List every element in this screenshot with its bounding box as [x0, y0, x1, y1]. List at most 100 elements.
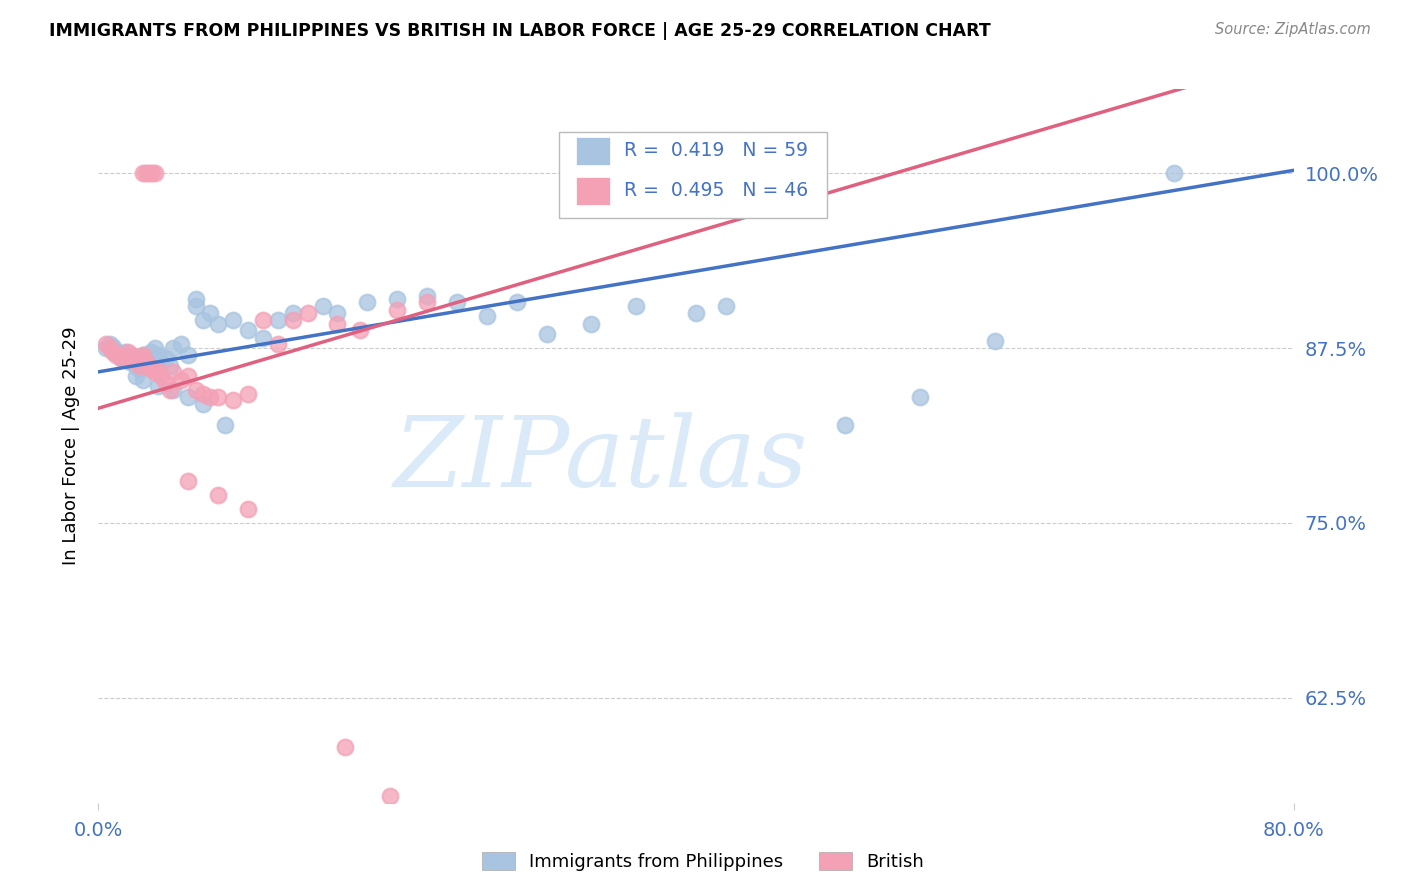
FancyBboxPatch shape: [576, 177, 610, 205]
Text: R =  0.419   N = 59: R = 0.419 N = 59: [624, 141, 808, 160]
Point: [385, 292, 409, 306]
Point: [177, 348, 200, 362]
Point: [207, 390, 229, 404]
Point: [678, 166, 700, 180]
Point: [333, 739, 356, 754]
Point: [138, 359, 160, 374]
Point: [191, 397, 214, 411]
Point: [311, 299, 333, 313]
Text: ZIPatlas: ZIPatlas: [394, 413, 807, 508]
Point: [200, 306, 222, 320]
Point: [207, 318, 229, 332]
Point: [135, 166, 157, 180]
Point: [159, 383, 181, 397]
Point: [155, 351, 177, 365]
Point: [129, 359, 152, 374]
Point: [150, 369, 173, 384]
Point: [162, 341, 184, 355]
Point: [177, 474, 200, 488]
Point: [184, 299, 207, 313]
Point: [98, 341, 122, 355]
Text: IMMIGRANTS FROM PHILIPPINES VS BRITISH IN LABOR FORCE | AGE 25-29 CORRELATION CH: IMMIGRANTS FROM PHILIPPINES VS BRITISH I…: [49, 22, 991, 40]
Text: R =  0.495   N = 46: R = 0.495 N = 46: [624, 181, 808, 201]
Point: [581, 318, 603, 332]
Point: [135, 355, 157, 369]
Point: [446, 294, 468, 309]
Point: [115, 351, 138, 365]
Point: [169, 373, 191, 387]
Point: [252, 331, 274, 345]
Point: [139, 362, 162, 376]
Point: [114, 351, 136, 365]
Point: [326, 306, 349, 320]
Point: [135, 351, 157, 365]
Point: [714, 299, 737, 313]
Point: [132, 348, 155, 362]
Point: [132, 351, 155, 365]
Point: [159, 359, 181, 374]
Point: [506, 294, 529, 309]
Point: [110, 351, 132, 365]
Point: [132, 348, 155, 362]
Point: [222, 313, 245, 327]
Point: [155, 376, 177, 390]
Point: [138, 166, 160, 180]
FancyBboxPatch shape: [576, 136, 610, 164]
Point: [120, 348, 142, 362]
Point: [94, 341, 117, 355]
Point: [669, 166, 692, 180]
Point: [281, 313, 304, 327]
Point: [378, 789, 401, 803]
Point: [349, 323, 371, 337]
Point: [207, 488, 229, 502]
Point: [105, 345, 128, 359]
Point: [143, 166, 166, 180]
Point: [150, 355, 173, 369]
Point: [834, 417, 856, 432]
Y-axis label: In Labor Force | Age 25-29: In Labor Force | Age 25-29: [62, 326, 80, 566]
Point: [94, 336, 117, 351]
Point: [222, 392, 245, 407]
Point: [110, 351, 132, 365]
Point: [184, 383, 207, 397]
Point: [120, 351, 142, 365]
Point: [148, 379, 170, 393]
Point: [111, 348, 134, 362]
Point: [162, 365, 184, 379]
Point: [685, 306, 707, 320]
Point: [143, 341, 166, 355]
Point: [536, 327, 558, 342]
Point: [125, 359, 148, 374]
Point: [908, 390, 931, 404]
Point: [662, 166, 685, 180]
Point: [117, 348, 139, 362]
Point: [103, 340, 125, 354]
Point: [125, 369, 148, 384]
Point: [236, 502, 259, 516]
Point: [326, 318, 349, 332]
Point: [191, 387, 214, 401]
Point: [105, 348, 128, 362]
Point: [132, 166, 155, 180]
Point: [297, 306, 319, 320]
Point: [214, 417, 236, 432]
Point: [128, 362, 150, 376]
Point: [117, 345, 139, 359]
Point: [385, 303, 409, 318]
Point: [118, 355, 141, 369]
Point: [416, 289, 439, 303]
Legend: Immigrants from Philippines, British: Immigrants from Philippines, British: [475, 845, 931, 879]
Point: [984, 334, 1007, 348]
Point: [114, 345, 136, 359]
Point: [139, 345, 162, 359]
Point: [416, 294, 439, 309]
Point: [162, 383, 184, 397]
Point: [191, 313, 214, 327]
Point: [475, 309, 498, 323]
Point: [236, 323, 259, 337]
Point: [132, 373, 155, 387]
Point: [655, 166, 678, 180]
Point: [236, 387, 259, 401]
Point: [200, 390, 222, 404]
Point: [148, 362, 170, 376]
